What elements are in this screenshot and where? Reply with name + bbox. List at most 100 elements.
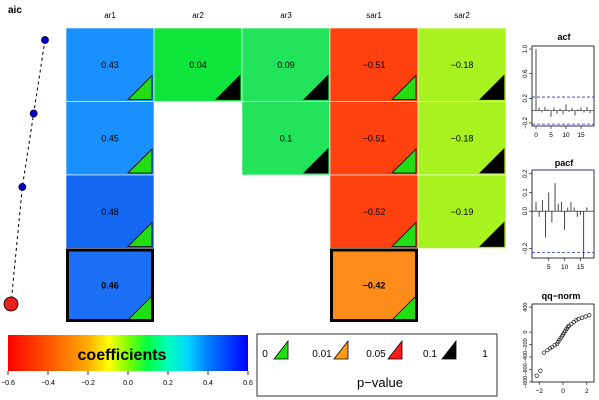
pvalue-label-3: 0.1: [423, 349, 437, 360]
qq-ytick-label: −600: [523, 363, 529, 375]
coef-cell-sar2-row2: −0.18: [417, 101, 507, 176]
coefficient-legend-title: coefficients: [78, 347, 167, 364]
coef-cell-ar2-row1: 0.04: [153, 27, 243, 102]
pvalue-triangle: [127, 148, 153, 174]
coef-cell-ar1-row4: 0.46: [65, 248, 155, 323]
pacf-frame: [531, 169, 595, 259]
pvalue-triangle: [479, 148, 505, 174]
pvalue-legend-title: p−value: [357, 375, 403, 390]
pvalue-swatch-0: [273, 339, 289, 360]
qq-xtick-label: 0: [561, 388, 565, 395]
pvalue-legend: p−value 0 0.01 0.05 0.1 1: [256, 333, 498, 397]
coef-value-label: −0.18: [451, 60, 474, 70]
pacf-xtick-label: 10: [561, 264, 569, 271]
acf-xtick-label: 15: [577, 132, 585, 139]
qq-point-3: [545, 348, 550, 353]
pvalue-swatch-3: [441, 339, 457, 360]
coef-value-label: 0.45: [101, 133, 119, 143]
pacf-ytick-label: 0.1: [523, 188, 529, 197]
coef-value-label: 0.04: [189, 60, 207, 70]
pvalue-triangle: [479, 74, 505, 100]
qq-ytick-label: −400: [523, 351, 529, 363]
selected-model-outline: [330, 248, 418, 322]
pvalue-triangle: [391, 74, 417, 100]
coef-cell-sar1-row1: −0.51: [329, 27, 419, 102]
qq-point-24: [587, 313, 592, 318]
coefficient-ticks: −0.6 −0.4 −0.2 0.0 0.2 0.4 0.6: [1, 371, 253, 387]
qq-point-6: [552, 343, 557, 348]
pacf-ytick-label: −0.2: [523, 242, 529, 255]
coef-value-label: −0.19: [451, 207, 474, 217]
coef-cell-sar1-row2: −0.51: [329, 101, 419, 176]
acf-ytick-label: 1.0: [523, 44, 529, 53]
qq-ytick-label: −200: [523, 338, 529, 350]
qq-ytick-label: 400: [523, 303, 529, 312]
pvalue-triangle: [127, 74, 153, 100]
pacf-panel: pacf −0.2 0.0 0.1 0.2 5 10 15: [523, 158, 595, 271]
qq-point-20: [574, 318, 579, 323]
aic-point-2: [29, 109, 38, 118]
pvalue-label-4: 1: [482, 349, 488, 360]
coef-value-label: −0.51: [363, 60, 386, 70]
pvalue-triangle: [215, 74, 241, 100]
coef-value-label: 0.43: [101, 60, 119, 70]
pvalue-label-1: 0.01: [312, 349, 332, 360]
qq-point-2: [541, 350, 547, 355]
coef-tick-label: 0.6: [243, 380, 253, 387]
aic-line: [10, 39, 46, 305]
pacf-xtick-label: 5: [547, 264, 551, 271]
pacf-title: pacf: [555, 158, 575, 168]
aic-title: aic: [8, 5, 22, 16]
acf-xtick-label: 10: [562, 132, 570, 139]
coef-tick-label: −0.2: [81, 380, 95, 387]
pvalue-triangle: [303, 148, 329, 174]
pvalue-triangle: [391, 221, 417, 247]
coefficient-colorbar: [8, 335, 248, 371]
coef-cell-ar1-row1: 0.43: [65, 27, 155, 102]
pacf-ytick-label: 0.2: [523, 169, 529, 178]
acf-ytick-label: 0.6: [523, 69, 529, 78]
coef-tick-label: −0.4: [41, 380, 55, 387]
aic-panel: aic: [3, 5, 49, 312]
qq-point-0: [534, 373, 539, 378]
pvalue-swatch-1: [333, 339, 349, 360]
column-header-sar2: sar2: [454, 11, 470, 20]
acf-title: acf: [557, 32, 571, 42]
qq-point-18: [569, 321, 574, 327]
qq-point-19: [571, 319, 576, 325]
selected-model-outline: [66, 248, 154, 322]
acf-ytick-label: −0.2: [523, 116, 529, 129]
qq-ytick-label: 0: [523, 331, 529, 334]
coef-cell-sar2-row3: −0.19: [417, 174, 507, 249]
qq-point-21: [576, 316, 581, 322]
qq-point-22: [579, 315, 585, 320]
acf-panel: acf −0.2 0.2 0.6 1.0 0 5 10 15: [523, 32, 595, 139]
column-header-ar2: ar2: [192, 11, 204, 20]
coef-cell-sar2-row1: −0.18: [417, 27, 507, 102]
qq-point-23: [583, 314, 588, 319]
coef-cell-ar1-row3: 0.48: [65, 174, 155, 249]
column-header-sar1: sar1: [366, 11, 382, 20]
coef-value-label: 0.48: [101, 207, 119, 217]
aic-points: [3, 36, 49, 312]
qq-xtick-label: −2: [535, 388, 543, 395]
aic-point-selected: [3, 296, 19, 312]
coef-tick-label: −0.6: [1, 380, 15, 387]
coef-value-label: −0.42: [363, 280, 386, 290]
coefficient-legend: coefficients −0.6 −0.4 −0.2 0.0 0.2 0.4 0.6: [1, 335, 253, 387]
column-headers: ar1 ar2 ar3 sar1 sar2: [104, 11, 470, 20]
pvalue-triangle: [303, 74, 329, 100]
coef-cell-ar1-row2: 0.45: [65, 101, 155, 176]
coef-tick-label: 0.4: [203, 380, 213, 387]
pvalue-legend-frame: [256, 333, 498, 397]
coef-cell-ar3-row2: 0.1: [241, 101, 331, 176]
acf-xtick-label: 0: [534, 132, 538, 139]
matrix-cells: 0.43 0.04 0.09 −0.51 −0.18 0.45 0.1 −0.51 −0.18 0…: [65, 27, 507, 323]
coef-value-label: 0.09: [277, 60, 295, 70]
aic-point-3: [18, 183, 27, 191]
qq-xtick-label: 2: [585, 388, 589, 395]
coef-cell-ar3-row1: 0.09: [241, 27, 331, 102]
pvalue-swatch-2: [387, 339, 403, 360]
qq-ytick-label: −800: [523, 376, 529, 388]
